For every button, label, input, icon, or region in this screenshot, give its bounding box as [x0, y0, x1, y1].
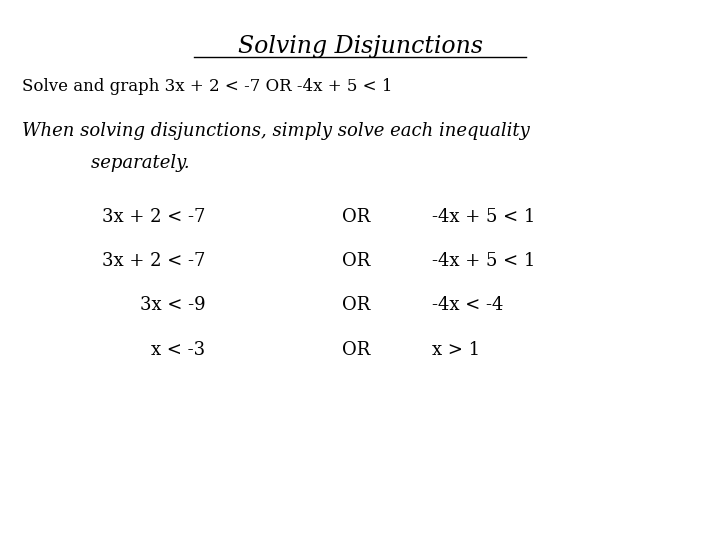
Text: -4x + 5 < 1: -4x + 5 < 1 — [432, 208, 536, 226]
Text: 3x + 2 < -7: 3x + 2 < -7 — [102, 252, 205, 270]
Text: 3x < -9: 3x < -9 — [140, 296, 205, 314]
Text: Solving Disjunctions: Solving Disjunctions — [238, 35, 482, 58]
Text: x < -3: x < -3 — [151, 341, 205, 359]
Text: -4x + 5 < 1: -4x + 5 < 1 — [432, 252, 536, 270]
Text: When solving disjunctions, simply solve each inequality: When solving disjunctions, simply solve … — [22, 122, 529, 139]
Text: x > 1: x > 1 — [432, 341, 480, 359]
Text: -4x < -4: -4x < -4 — [432, 296, 503, 314]
Text: 3x + 2 < -7: 3x + 2 < -7 — [102, 208, 205, 226]
Text: OR: OR — [342, 296, 371, 314]
Text: OR: OR — [342, 252, 371, 270]
Text: OR: OR — [342, 208, 371, 226]
Text: separately.: separately. — [68, 154, 190, 172]
Text: Solve and graph 3x + 2 < -7 OR -4x + 5 < 1: Solve and graph 3x + 2 < -7 OR -4x + 5 <… — [22, 78, 392, 95]
Text: OR: OR — [342, 341, 371, 359]
